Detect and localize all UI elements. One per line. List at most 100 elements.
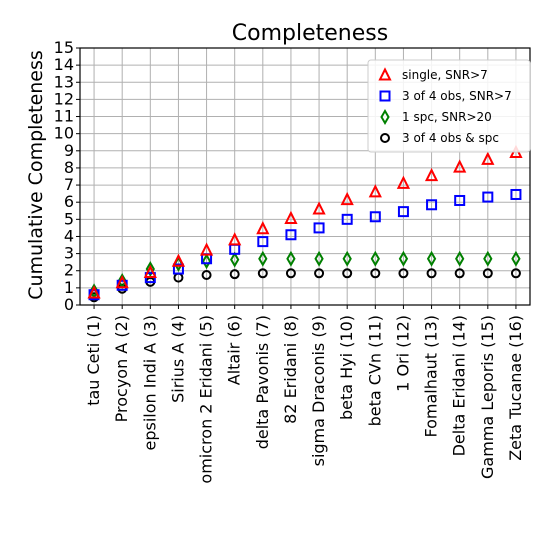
y-tick-label: 7 [64, 175, 74, 194]
x-tick-label: delta Pavonis (7) [253, 315, 272, 449]
y-tick-label: 12 [54, 89, 74, 108]
data-point-diamond [201, 253, 212, 270]
data-point-diamond [342, 250, 352, 267]
data-point-triangle [284, 210, 298, 224]
x-tick-label: Gamma Leporis (15) [478, 315, 497, 479]
data-point-diamond [145, 261, 155, 278]
data-point-square [257, 236, 269, 248]
data-point-square [397, 206, 409, 218]
data-point-circle [454, 268, 465, 279]
y-tick-label: 8 [64, 158, 74, 177]
x-tick-label: Procyon A (2) [112, 315, 131, 422]
data-point-circle [285, 268, 296, 279]
y-tick-label: 3 [64, 244, 74, 263]
data-point-circle [398, 268, 409, 279]
data-point-diamond [483, 250, 493, 267]
data-point-diamond [455, 250, 465, 267]
legend-entry-label: 3 of 4 obs, SNR>7 [402, 89, 512, 103]
data-point-triangle [256, 221, 270, 235]
data-point-circle [229, 269, 240, 280]
legend-entry-label: 1 spc, SNR>20 [402, 110, 492, 124]
legend-marker-circle [380, 133, 390, 143]
legend: single, SNR>7 3 of 4 obs, SNR>7 1 spc, SNR… [367, 59, 531, 153]
data-point-square [482, 191, 494, 203]
y-tick-label: 15 [54, 38, 74, 57]
x-tick-label: beta CVn (11) [365, 315, 384, 426]
data-point-circle [257, 268, 268, 279]
y-tick-label: 5 [64, 209, 74, 228]
x-tick-label: sigma Draconis (9) [309, 315, 328, 466]
data-point-square [285, 229, 297, 241]
x-tick-label: omicron 2 Eridani (5) [197, 315, 216, 484]
data-point-square [341, 213, 353, 225]
plot-frame [79, 47, 531, 306]
x-tick-label: Fomalhaut (13) [422, 315, 441, 438]
data-point-triangle [115, 274, 129, 289]
data-point-circle [482, 268, 493, 279]
data-point-square [172, 263, 184, 275]
y-tick-label: 0 [64, 295, 74, 314]
data-point-diamond [370, 250, 380, 267]
y-axis-label: Cumulative Completeness [25, 50, 47, 300]
data-point-triangle [340, 191, 354, 206]
y-tick-label: 14 [54, 55, 74, 74]
y-tick-label: 10 [54, 124, 74, 143]
data-point-square [313, 222, 325, 234]
data-point-square [510, 188, 522, 200]
x-tick-label: tau Ceti (1) [84, 315, 103, 406]
data-point-triangle [199, 242, 214, 256]
data-point-diamond [398, 250, 409, 267]
data-point-triangle [453, 159, 467, 173]
legend-marker-square [379, 90, 391, 102]
chart-title: Completeness [232, 21, 388, 46]
data-point-circle [426, 268, 437, 279]
x-tick-label: Sirius A (4) [168, 315, 187, 403]
data-point-circle [370, 268, 381, 279]
y-tick-label: 11 [54, 107, 74, 126]
x-tick-label: beta Hyi (10) [337, 315, 356, 420]
data-point-circle [342, 268, 353, 279]
data-point-triangle [143, 264, 157, 278]
legend-entry-label: 3 of 4 obs & spc [402, 131, 499, 145]
data-point-triangle [228, 232, 242, 246]
data-marks [87, 144, 523, 303]
x-tick-label: epsilon Indi A (3) [140, 315, 159, 450]
x-tick-label: 1 Ori (12) [393, 315, 412, 392]
data-point-diamond [258, 250, 268, 267]
x-tick-labels: tau Ceti (1) Procyon A (2) epsilon Indi A … [84, 305, 525, 484]
data-point-triangle [171, 253, 186, 267]
data-point-diamond [426, 250, 437, 267]
y-tick-label: 4 [64, 226, 74, 245]
y-tick-label: 1 [64, 278, 74, 297]
data-point-diamond [511, 250, 521, 267]
x-tick-label: 82 Eridani (8) [281, 315, 300, 424]
x-tick-label: Delta Eridani (14) [450, 315, 469, 456]
legend-marker-diamond [380, 109, 390, 125]
legend-box [367, 59, 531, 153]
data-point-triangle [396, 175, 411, 189]
data-point-circle [510, 268, 521, 279]
x-tick-label: Zeta Tucanae (16) [506, 315, 525, 461]
data-point-triangle [368, 184, 382, 198]
data-point-triangle [87, 285, 101, 299]
data-point-triangle [481, 151, 495, 165]
data-point-circle [314, 268, 325, 279]
data-point-diamond [314, 250, 324, 267]
data-point-circle [201, 270, 212, 281]
legend-marker-triangle [378, 67, 392, 81]
data-point-square [369, 211, 381, 223]
data-point-diamond [230, 251, 240, 268]
y-tick-label: 6 [64, 192, 74, 211]
data-point-diamond [286, 250, 296, 267]
y-tick-label: 9 [64, 141, 74, 160]
data-point-triangle [312, 201, 326, 215]
y-tick-label: 2 [64, 261, 74, 280]
data-point-square [454, 194, 466, 206]
x-tick-label: Altair (6) [225, 315, 244, 385]
data-point-triangle [424, 167, 439, 182]
data-point-square [426, 199, 438, 211]
legend-entry-label: single, SNR>7 [402, 68, 488, 82]
y-tick-label: 13 [54, 72, 74, 91]
